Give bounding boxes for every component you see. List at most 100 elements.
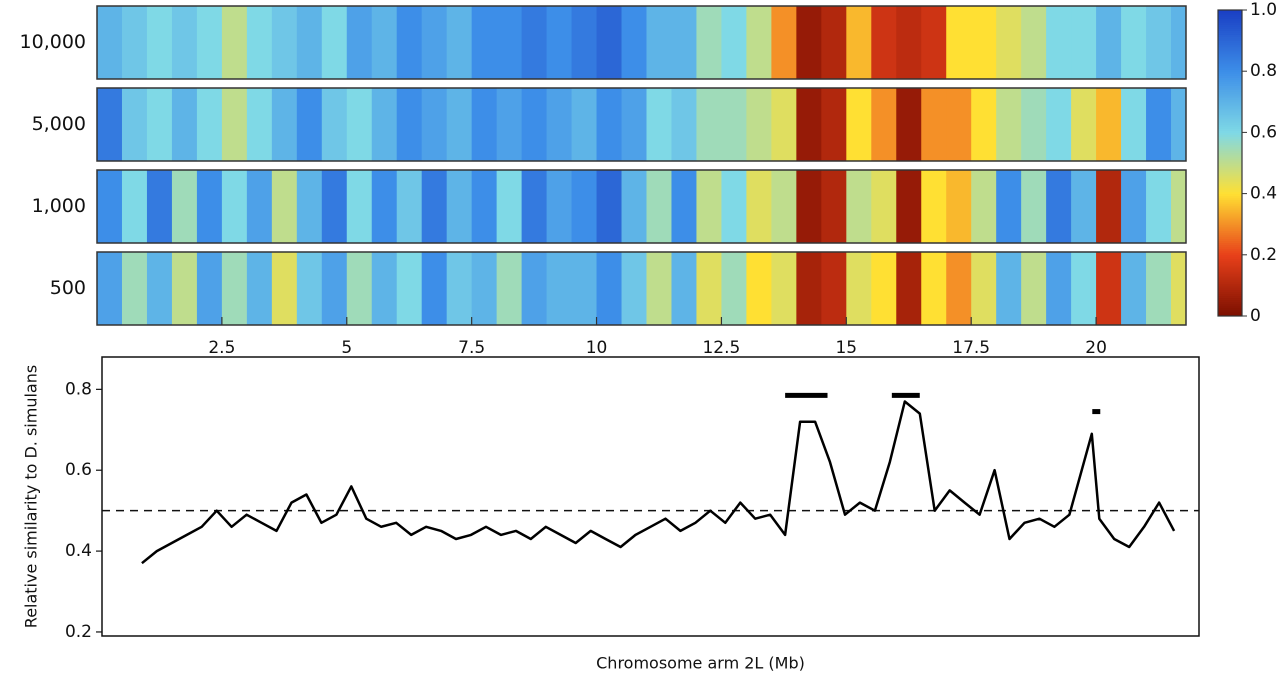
y-tick-label: 0.2 [65, 622, 92, 642]
colorbar-step [1218, 111, 1242, 115]
heat-cell [871, 170, 897, 243]
heat-cell [496, 252, 523, 325]
colorbar-step [1218, 115, 1242, 119]
heat-cell [1171, 6, 1187, 79]
heat-cell [371, 6, 398, 79]
heat-cell [696, 6, 722, 79]
heat-cell [146, 6, 173, 79]
colorbar-step [1218, 23, 1242, 27]
heat-cell [296, 170, 323, 243]
colorbar-step [1218, 174, 1242, 178]
colorbar-step [1218, 144, 1242, 148]
colorbar-step [1218, 176, 1242, 180]
heat-cell [821, 88, 847, 161]
colorbar-step [1218, 76, 1242, 80]
heat-cell [396, 252, 423, 325]
heat-cell [471, 252, 498, 325]
heat-cell [746, 6, 772, 79]
heat-cell [971, 88, 997, 161]
colorbar-step [1218, 80, 1242, 84]
heat-cell [471, 170, 498, 243]
heat-cell [996, 6, 1022, 79]
colorbar-step [1218, 286, 1242, 290]
colorbar-step [1218, 272, 1242, 276]
heat-cell [296, 88, 323, 161]
colorbar-step [1218, 293, 1242, 297]
heat-cell [296, 6, 323, 79]
colorbar-step [1218, 180, 1242, 184]
row-label: 1,000 [32, 195, 86, 217]
heat-cell [646, 88, 672, 161]
colorbar-step [1218, 64, 1242, 68]
heat-cell [1146, 170, 1172, 243]
colorbar-step [1218, 278, 1242, 282]
heat-cell [1021, 88, 1047, 161]
heat-cell [371, 170, 398, 243]
colorbar-step [1218, 266, 1242, 270]
heat-cell [1121, 252, 1147, 325]
heat-cell [846, 88, 872, 161]
heat-cell [1071, 88, 1097, 161]
heat-cell [221, 252, 248, 325]
heat-cell [221, 6, 248, 79]
colorbar-step [1218, 191, 1242, 195]
colorbar-step [1218, 125, 1242, 129]
heat-cell [721, 6, 747, 79]
heat-cell [396, 6, 423, 79]
heat-cell [946, 88, 972, 161]
colorbar-step [1218, 168, 1242, 172]
colorbar-step [1218, 19, 1242, 23]
heat-cell [1046, 170, 1072, 243]
colorbar-step [1218, 209, 1242, 213]
heat-cell [896, 88, 922, 161]
heat-cell [1171, 170, 1187, 243]
colorbar-step [1218, 158, 1242, 162]
heat-cell [646, 170, 672, 243]
colorbar-step [1218, 205, 1242, 209]
colorbar-step [1218, 250, 1242, 254]
heat-cell [546, 88, 573, 161]
colorbar-step [1218, 15, 1242, 19]
colorbar-step [1218, 301, 1242, 305]
colorbar-step [1218, 160, 1242, 164]
colorbar-step [1218, 99, 1242, 103]
heat-cell [396, 170, 423, 243]
heat-cell [671, 170, 697, 243]
colorbar-step [1218, 207, 1242, 211]
colorbar-step [1218, 40, 1242, 44]
colorbar-step [1218, 258, 1242, 262]
heat-cell [721, 252, 747, 325]
colorbar-step [1218, 52, 1242, 56]
colorbar-step [1218, 131, 1242, 135]
colorbar-step [1218, 182, 1242, 186]
colorbar-step [1218, 291, 1242, 295]
heat-cell [171, 6, 198, 79]
colorbar-tick-label: 0 [1250, 306, 1261, 326]
colorbar-step [1218, 133, 1242, 137]
colorbar-step [1218, 21, 1242, 25]
colorbar-step [1218, 280, 1242, 284]
heat-cell [671, 252, 697, 325]
colorbar-step [1218, 197, 1242, 201]
colorbar-step [1218, 113, 1242, 117]
heat-cell [546, 170, 573, 243]
heat-cell [97, 252, 123, 325]
heat-cell [271, 88, 298, 161]
colorbar-step [1218, 217, 1242, 221]
colorbar-step [1218, 78, 1242, 82]
heat-cell [771, 88, 797, 161]
heat-cell [821, 6, 847, 79]
heat-cell [421, 252, 448, 325]
colorbar-step [1218, 107, 1242, 111]
colorbar-step [1218, 170, 1242, 174]
colorbar-step [1218, 142, 1242, 146]
plot-frame [101, 356, 1200, 637]
heat-cell [171, 170, 198, 243]
colorbar-step [1218, 33, 1242, 38]
y-axis-label: Relative similarity to D. simulans [22, 365, 41, 628]
x-tick-label: 7.5 [458, 338, 485, 358]
colorbar-step [1218, 186, 1242, 191]
heat-cell [1146, 6, 1172, 79]
row-frame [96, 169, 1187, 244]
y-tick-label: 0.6 [65, 460, 92, 480]
